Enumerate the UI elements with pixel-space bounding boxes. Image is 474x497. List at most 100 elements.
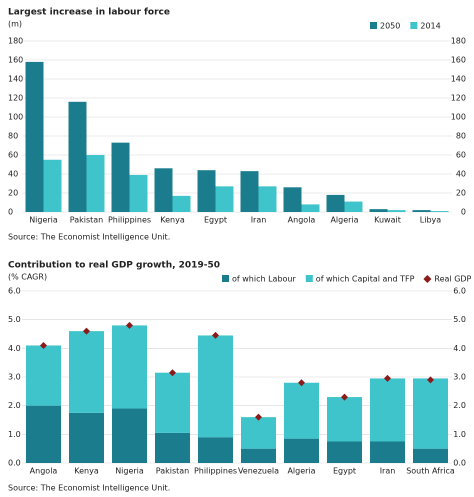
bar — [215, 186, 234, 212]
marker — [298, 379, 305, 387]
marker — [126, 321, 133, 329]
bar-segment — [198, 335, 233, 438]
bar-segment — [370, 441, 405, 463]
source: Source: The Economist Intelligence Unit. — [8, 233, 170, 242]
x-tick-label: Libya — [420, 216, 441, 225]
legend-label: Real GDP (% change) — [434, 275, 474, 284]
y-tick-label-right: 120 — [451, 94, 466, 103]
chart-subtitle: (m) — [8, 20, 22, 29]
marker — [83, 327, 90, 335]
x-tick-label: Angola — [288, 216, 316, 225]
x-tick-label: Pakistan — [156, 467, 190, 476]
y-tick-label-right: 20 — [456, 189, 466, 198]
legend-swatch — [222, 275, 229, 282]
bar — [154, 168, 173, 212]
x-tick-label: Nigeria — [115, 467, 144, 476]
y-tick-label-right: 80 — [456, 132, 466, 141]
y-tick-label-right: 1.0 — [453, 430, 466, 439]
x-tick-label: Pakistan — [70, 216, 104, 225]
chart-subtitle: (% CAGR) — [8, 273, 47, 282]
source: Source: The Economist Intelligence Unit. — [8, 484, 170, 493]
bar — [387, 210, 406, 212]
x-tick-label: Algeria — [330, 216, 358, 225]
marker — [384, 374, 391, 382]
marker — [255, 413, 262, 421]
marker — [341, 393, 348, 401]
y-tick-label-right: 40 — [456, 170, 466, 179]
legend-label: 2014 — [420, 22, 440, 31]
bar-segment — [413, 448, 448, 463]
legend-label: 2050 — [380, 22, 400, 31]
bar — [326, 194, 345, 212]
y-tick-label: 160 — [8, 56, 23, 65]
bar-segment — [26, 345, 61, 406]
bar-segment — [284, 438, 319, 463]
bar — [240, 171, 259, 212]
legend-swatch — [305, 275, 313, 282]
bar — [197, 170, 216, 212]
y-tick-label-right: 0.0 — [453, 459, 466, 468]
bar-segment — [284, 382, 319, 439]
bar — [43, 159, 62, 212]
x-tick-label: Philippines — [108, 216, 151, 225]
y-tick-label-right: 140 — [451, 75, 466, 84]
x-tick-label: Nigeria — [29, 216, 58, 225]
bar-segment — [155, 432, 190, 463]
x-tick-label: Philippines — [194, 467, 237, 476]
x-tick-label: Iran — [251, 216, 267, 225]
legend-label: of which Capital and TFP — [316, 275, 415, 284]
x-tick-label: Iran — [380, 467, 396, 476]
y-tick-label-right: 180 — [451, 37, 466, 46]
bar — [430, 211, 449, 212]
y-tick-label: 140 — [8, 75, 23, 84]
y-tick-label: 60 — [8, 151, 18, 160]
y-tick-label-right: 4.0 — [453, 344, 466, 353]
y-tick-label-right: 0 — [461, 208, 466, 217]
bar — [369, 209, 388, 212]
bar-segment — [69, 331, 104, 413]
marker — [427, 376, 434, 384]
bar-segment — [198, 437, 233, 463]
x-tick-label: Kenya — [160, 216, 185, 225]
chart-title: Largest increase in labour force — [8, 8, 170, 18]
bar — [68, 101, 87, 212]
bar-segment — [327, 441, 362, 463]
y-tick-label-right: 100 — [451, 113, 466, 122]
bar-segment — [241, 417, 276, 449]
bar-segment — [241, 448, 276, 463]
legend-marker — [423, 275, 432, 283]
y-tick-label-right: 60 — [456, 151, 466, 160]
marker — [40, 341, 47, 349]
y-tick-label: 0 — [8, 208, 13, 217]
y-tick-label: 3.0 — [8, 373, 21, 382]
x-tick-label: Venezuela — [238, 467, 279, 476]
y-tick-label-right: 6.0 — [453, 287, 466, 296]
legend-swatch — [370, 22, 377, 29]
y-tick-label: 180 — [8, 37, 23, 46]
bar — [111, 142, 130, 212]
marker — [212, 331, 219, 339]
bar — [258, 186, 277, 212]
y-tick-label: 40 — [8, 170, 18, 179]
marker — [169, 369, 176, 377]
bar-segment — [112, 408, 147, 463]
bar — [172, 195, 191, 212]
y-tick-label-right: 2.0 — [453, 401, 466, 410]
chart-title: Contribution to real GDP growth, 2019-50 — [8, 261, 220, 271]
bar-segment — [370, 378, 405, 442]
y-tick-label: 1.0 — [8, 430, 21, 439]
y-tick-label: 6.0 — [8, 287, 21, 296]
y-tick-label: 4.0 — [8, 344, 21, 353]
bar — [86, 155, 105, 212]
y-tick-label: 100 — [8, 113, 23, 122]
bar — [412, 210, 431, 212]
legend-swatch — [410, 22, 418, 29]
bar-segment — [327, 397, 362, 442]
bar — [25, 61, 44, 213]
y-tick-label: 80 — [8, 132, 18, 141]
bar-segment — [112, 325, 147, 409]
bar — [344, 201, 363, 212]
y-tick-label-right: 5.0 — [453, 315, 466, 324]
x-tick-label: Algeria — [287, 467, 315, 476]
